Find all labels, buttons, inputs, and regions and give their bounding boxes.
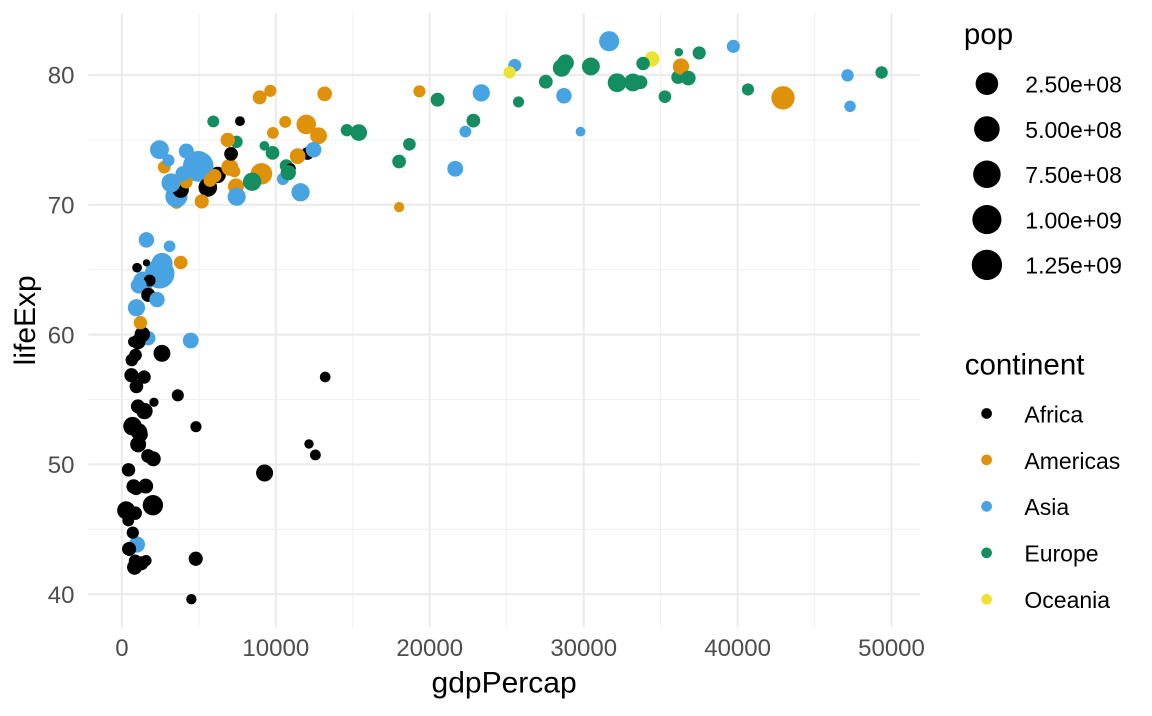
svg-text:50000: 50000 [858, 635, 925, 662]
svg-text:Africa: Africa [1024, 401, 1083, 427]
svg-text:1.25e+09: 1.25e+09 [1025, 253, 1122, 279]
svg-text:7.50e+08: 7.50e+08 [1025, 162, 1122, 188]
svg-text:lifeExp: lifeExp [9, 275, 42, 365]
svg-text:Europe: Europe [1024, 541, 1098, 567]
svg-text:Oceania: Oceania [1024, 587, 1110, 613]
svg-text:pop: pop [964, 18, 1013, 51]
svg-text:10000: 10000 [242, 635, 309, 662]
svg-text:60: 60 [48, 322, 75, 349]
svg-text:40000: 40000 [704, 635, 771, 662]
svg-text:1.00e+09: 1.00e+09 [1025, 207, 1122, 233]
svg-text:50: 50 [48, 452, 75, 479]
svg-text:2.50e+08: 2.50e+08 [1025, 72, 1122, 98]
svg-text:gdpPercap: gdpPercap [432, 667, 577, 700]
svg-text:30000: 30000 [550, 635, 617, 662]
svg-text:Americas: Americas [1024, 448, 1120, 474]
svg-text:40: 40 [48, 582, 75, 609]
svg-text:70: 70 [48, 193, 75, 220]
svg-text:80: 80 [48, 63, 75, 90]
svg-text:5.00e+08: 5.00e+08 [1025, 117, 1122, 143]
svg-text:Asia: Asia [1024, 494, 1069, 520]
svg-text:20000: 20000 [396, 635, 463, 662]
svg-text:continent: continent [965, 349, 1085, 382]
svg-text:0: 0 [115, 635, 128, 662]
